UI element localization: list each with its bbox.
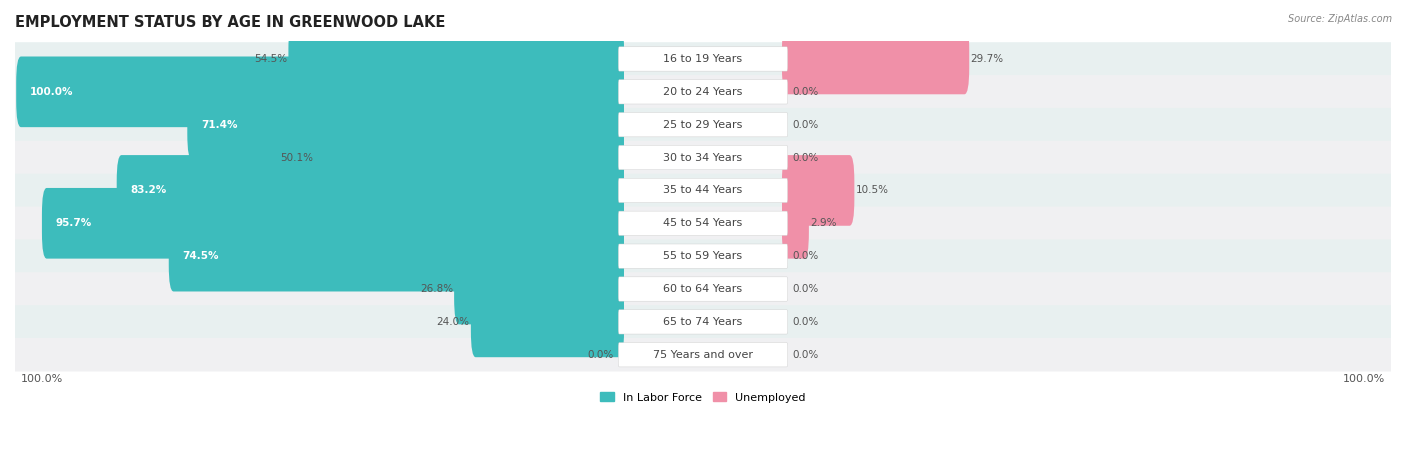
Text: 55 to 59 Years: 55 to 59 Years: [664, 251, 742, 261]
FancyBboxPatch shape: [15, 239, 1391, 273]
Text: 0.0%: 0.0%: [588, 350, 613, 360]
Text: 0.0%: 0.0%: [793, 152, 818, 162]
Text: 24.0%: 24.0%: [437, 317, 470, 327]
FancyBboxPatch shape: [782, 188, 808, 258]
Text: 0.0%: 0.0%: [793, 120, 818, 130]
FancyBboxPatch shape: [15, 305, 1391, 339]
FancyBboxPatch shape: [15, 75, 1391, 109]
FancyBboxPatch shape: [315, 122, 624, 193]
Text: 25 to 29 Years: 25 to 29 Years: [664, 120, 742, 130]
FancyBboxPatch shape: [782, 155, 855, 226]
Text: 0.0%: 0.0%: [793, 317, 818, 327]
Text: 74.5%: 74.5%: [183, 251, 219, 261]
Text: 26.8%: 26.8%: [420, 284, 453, 294]
Text: Source: ZipAtlas.com: Source: ZipAtlas.com: [1288, 14, 1392, 23]
FancyBboxPatch shape: [619, 343, 787, 367]
FancyBboxPatch shape: [15, 141, 1391, 175]
Text: 71.4%: 71.4%: [201, 120, 238, 130]
FancyBboxPatch shape: [15, 207, 1391, 240]
Text: 100.0%: 100.0%: [1343, 374, 1385, 384]
Text: 83.2%: 83.2%: [131, 185, 167, 195]
Text: 60 to 64 Years: 60 to 64 Years: [664, 284, 742, 294]
Text: 0.0%: 0.0%: [793, 251, 818, 261]
FancyBboxPatch shape: [619, 47, 787, 71]
FancyBboxPatch shape: [454, 254, 624, 324]
FancyBboxPatch shape: [619, 211, 787, 235]
Text: 29.7%: 29.7%: [970, 54, 1004, 64]
Text: 2.9%: 2.9%: [810, 218, 837, 228]
Text: 16 to 19 Years: 16 to 19 Years: [664, 54, 742, 64]
FancyBboxPatch shape: [15, 108, 1391, 142]
Text: 54.5%: 54.5%: [254, 54, 287, 64]
Text: 45 to 54 Years: 45 to 54 Years: [664, 218, 742, 228]
FancyBboxPatch shape: [288, 23, 624, 94]
Text: 100.0%: 100.0%: [30, 87, 73, 97]
Text: 75 Years and over: 75 Years and over: [652, 350, 754, 360]
Text: 0.0%: 0.0%: [793, 350, 818, 360]
Text: 10.5%: 10.5%: [856, 185, 889, 195]
FancyBboxPatch shape: [15, 338, 1391, 372]
Text: 0.0%: 0.0%: [793, 87, 818, 97]
FancyBboxPatch shape: [169, 221, 624, 291]
FancyBboxPatch shape: [619, 113, 787, 137]
FancyBboxPatch shape: [782, 23, 969, 94]
FancyBboxPatch shape: [619, 277, 787, 301]
Text: 30 to 34 Years: 30 to 34 Years: [664, 152, 742, 162]
FancyBboxPatch shape: [471, 286, 624, 357]
FancyBboxPatch shape: [17, 56, 624, 127]
Text: 65 to 74 Years: 65 to 74 Years: [664, 317, 742, 327]
FancyBboxPatch shape: [619, 244, 787, 268]
FancyBboxPatch shape: [117, 155, 624, 226]
FancyBboxPatch shape: [15, 174, 1391, 207]
Text: 35 to 44 Years: 35 to 44 Years: [664, 185, 742, 195]
FancyBboxPatch shape: [15, 272, 1391, 306]
FancyBboxPatch shape: [187, 89, 624, 160]
Text: 50.1%: 50.1%: [281, 152, 314, 162]
FancyBboxPatch shape: [42, 188, 624, 258]
FancyBboxPatch shape: [619, 178, 787, 202]
FancyBboxPatch shape: [619, 145, 787, 170]
Text: 100.0%: 100.0%: [21, 374, 63, 384]
Text: EMPLOYMENT STATUS BY AGE IN GREENWOOD LAKE: EMPLOYMENT STATUS BY AGE IN GREENWOOD LA…: [15, 15, 446, 30]
Text: 20 to 24 Years: 20 to 24 Years: [664, 87, 742, 97]
FancyBboxPatch shape: [15, 42, 1391, 76]
FancyBboxPatch shape: [619, 310, 787, 334]
Text: 95.7%: 95.7%: [56, 218, 91, 228]
FancyBboxPatch shape: [619, 80, 787, 104]
Text: 0.0%: 0.0%: [793, 284, 818, 294]
Legend: In Labor Force, Unemployed: In Labor Force, Unemployed: [596, 388, 810, 407]
